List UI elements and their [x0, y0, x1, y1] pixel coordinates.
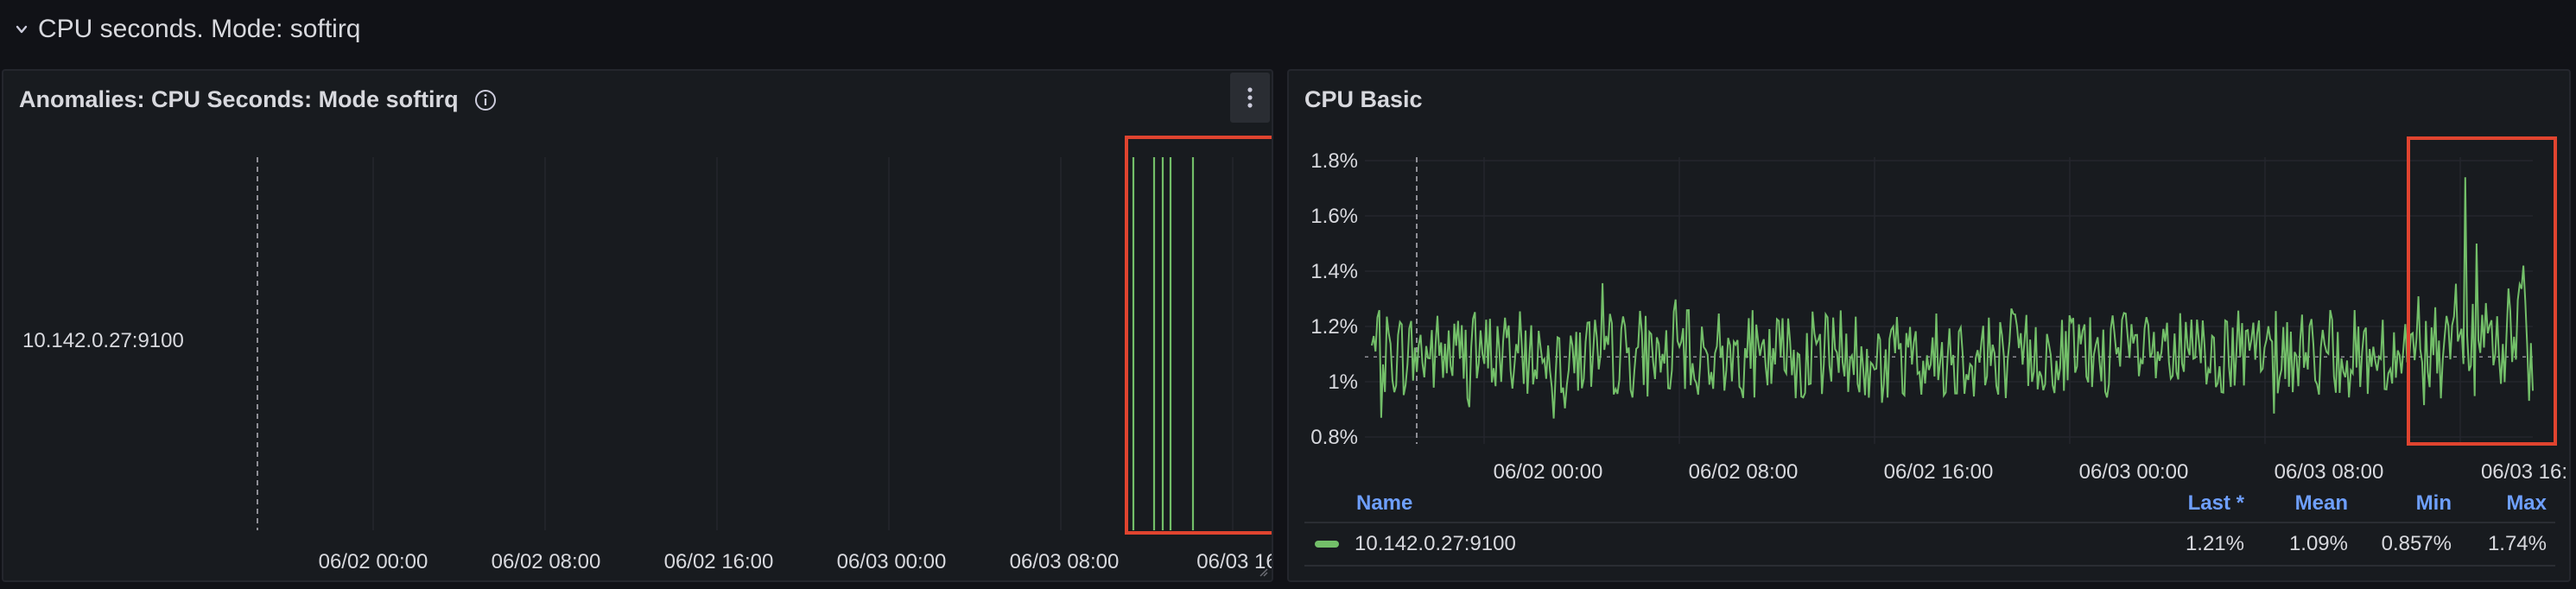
y-tick-label: 1.6%: [1310, 205, 1358, 228]
legend-header: Name Last * Mean Min Max: [1304, 485, 2555, 523]
x-tick-label: 06/03 08:00: [1010, 550, 1120, 573]
chevron-down-icon[interactable]: [12, 20, 31, 39]
series-label: 10.142.0.27:9100: [22, 329, 184, 352]
panel-title: CPU Basic: [1304, 86, 1423, 112]
y-tick-label: 0.8%: [1310, 426, 1358, 449]
series-line: [1371, 177, 2534, 419]
legend-series-name: 10.142.0.27:9100: [1355, 532, 1516, 555]
cpu-line-chart[interactable]: 1.8% 1.6% 1.4% 1.2% 1% 0.8% 06/02 00:00 06/02 …: [1289, 71, 2569, 485]
x-tick-label: 06/02 00:00: [319, 550, 428, 573]
legend-last-value: 1.21%: [2185, 532, 2244, 555]
spike-highlight-box: [2407, 136, 2557, 446]
x-tick-label: 06/02 08:00: [492, 550, 601, 573]
y-tick-label: 1.4%: [1310, 260, 1358, 283]
legend-mean-value: 1.09%: [2288, 532, 2348, 555]
x-tick-label: 06/03 16:: [2481, 460, 2567, 484]
panel-title: Anomalies: CPU Seconds: Mode softirq: [19, 86, 459, 112]
series-color-swatch: [1315, 541, 1339, 548]
legend-min-value: 0.857%: [2381, 532, 2452, 555]
x-tick-label: 06/02 00:00: [1494, 460, 1603, 484]
more-vertical-icon: [1247, 87, 1253, 108]
x-tick-label: 06/03 16: [1196, 550, 1272, 573]
cpu-basic-panel: CPU Basic 1.8% 1.6% 1.4% 1.2% 1% 0.8% 06/02 0…: [1287, 69, 2571, 582]
info-icon[interactable]: [474, 89, 497, 111]
anomalies-panel: Anomalies: CPU Seconds: Mode softirq 10.…: [2, 69, 1273, 582]
legend-header-max[interactable]: Max: [2506, 491, 2547, 515]
x-tick-label: 06/02 08:00: [1689, 460, 1799, 484]
x-tick-label: 06/02 16:00: [1884, 460, 1994, 484]
x-tick-label: 06/03 00:00: [837, 550, 947, 573]
panel-menu-button[interactable]: [1230, 73, 1270, 123]
row-header[interactable]: CPU seconds. Mode: softirq: [12, 12, 361, 47]
y-tick-label: 1.2%: [1310, 315, 1358, 339]
panel-header[interactable]: Anomalies: CPU Seconds: Mode softirq: [19, 86, 497, 113]
legend-table: Name Last * Mean Min Max 10.142.0.27:910…: [1304, 485, 2555, 567]
x-tick-label: 06/03 00:00: [2079, 460, 2189, 484]
anomalies-chart[interactable]: 10.142.0.27:9100 06/02 00:00 06/02 08:00 0…: [3, 71, 1272, 580]
legend-max-value: 1.74%: [2487, 532, 2547, 555]
panel-header[interactable]: CPU Basic: [1304, 86, 1423, 113]
resize-handle-icon[interactable]: [1258, 567, 1268, 577]
legend-header-last[interactable]: Last *: [2187, 491, 2244, 515]
anomaly-highlight-box: [1125, 136, 1272, 535]
row-title: CPU seconds. Mode: softirq: [38, 15, 361, 43]
y-tick-label: 1%: [1328, 370, 1358, 394]
legend-row[interactable]: 10.142.0.27:9100 1.21% 1.09% 0.857% 1.74…: [1304, 523, 2555, 567]
legend-header-mean[interactable]: Mean: [2294, 491, 2348, 515]
legend-header-name[interactable]: Name: [1356, 491, 1413, 515]
x-tick-label: 06/02 16:00: [664, 550, 774, 573]
legend-header-min[interactable]: Min: [2415, 491, 2452, 515]
legend-series[interactable]: 10.142.0.27:9100: [1304, 532, 2141, 556]
y-tick-label: 1.8%: [1310, 149, 1358, 173]
x-tick-label: 06/03 08:00: [2275, 460, 2384, 484]
